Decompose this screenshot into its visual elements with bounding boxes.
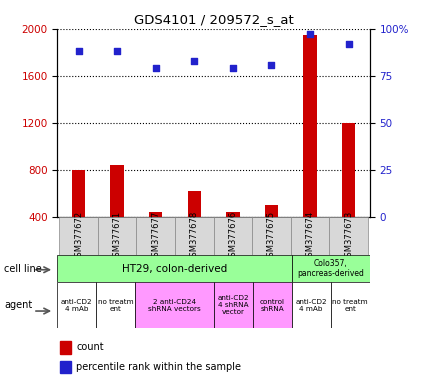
Point [230,65,236,71]
Bar [303,35,317,217]
Bar [291,217,329,255]
Text: anti-CD2
4 mAb: anti-CD2 4 mAb [295,299,327,312]
Text: Colo357,
pancreas-derived: Colo357, pancreas-derived [297,259,364,278]
Bar [252,282,292,328]
Text: GSM377672: GSM377672 [74,210,83,262]
Text: percentile rank within the sample: percentile rank within the sample [76,362,241,372]
Text: anti-CD2
4 shRNA
vector: anti-CD2 4 shRNA vector [217,295,249,315]
Bar [265,205,278,217]
Text: 2 anti-CD24
shRNA vectors: 2 anti-CD24 shRNA vectors [148,299,201,312]
Point [152,65,159,71]
Text: no treatm
ent: no treatm ent [332,299,368,312]
Bar [213,217,252,255]
Text: GSM377673: GSM377673 [344,210,353,262]
Bar [175,217,213,255]
Bar [72,170,85,217]
Point [345,41,352,47]
Text: control
shRNA: control shRNA [260,299,285,312]
Point [268,61,275,68]
Text: count: count [76,343,104,353]
Bar [110,165,124,217]
Point [306,31,313,38]
Bar [187,191,201,217]
Text: no treatm
ent: no treatm ent [98,299,134,312]
Point [191,58,198,64]
Bar [136,217,175,255]
Bar [136,282,213,328]
Text: cell line: cell line [4,264,42,274]
Bar [331,282,370,328]
Bar [213,282,252,328]
Text: HT29, colon-derived: HT29, colon-derived [122,264,227,274]
Point [75,48,82,55]
Text: GSM377677: GSM377677 [151,210,160,262]
Bar [98,217,136,255]
Bar [292,255,370,282]
Text: GSM377678: GSM377678 [190,210,199,262]
Text: GSM377674: GSM377674 [306,210,314,262]
Bar [292,282,331,328]
Bar [60,361,71,373]
Text: anti-CD2
4 mAb: anti-CD2 4 mAb [61,299,93,312]
Text: GSM377676: GSM377676 [228,210,237,262]
Bar [149,212,162,217]
Bar [60,341,71,354]
Bar [329,217,368,255]
Bar [252,217,291,255]
Bar [60,217,98,255]
Point [114,48,121,55]
Bar [342,123,355,217]
Title: GDS4101 / 209572_s_at: GDS4101 / 209572_s_at [134,13,293,26]
Text: agent: agent [4,300,32,310]
Text: GSM377675: GSM377675 [267,210,276,262]
Bar [226,212,240,217]
Bar [57,255,292,282]
Text: GSM377671: GSM377671 [113,210,122,262]
Bar [57,282,96,328]
Bar [96,282,136,328]
